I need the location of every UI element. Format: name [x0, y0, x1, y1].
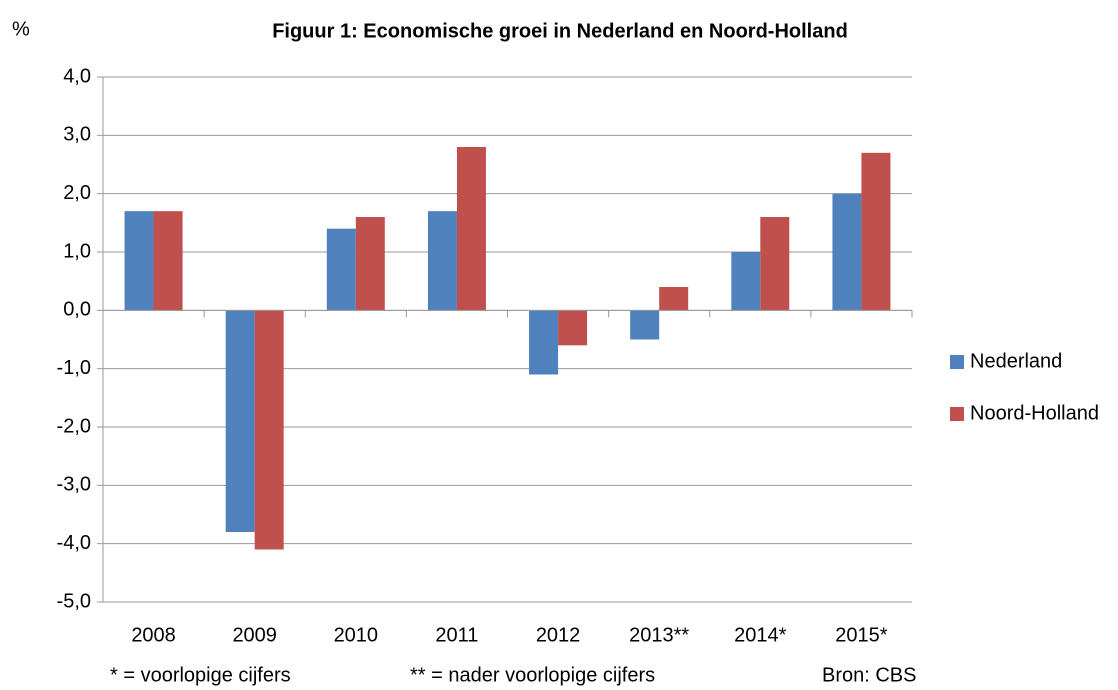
bar	[225, 310, 255, 532]
y-axis-label: %	[12, 18, 30, 40]
bar	[456, 147, 486, 311]
legend-swatch	[950, 407, 964, 421]
bar	[124, 211, 154, 311]
legend-label: Nederland	[970, 350, 1062, 372]
source: Bron: CBS	[822, 664, 916, 686]
y-tick-label: 0,0	[63, 299, 91, 321]
x-tick-label: 2008	[131, 624, 176, 646]
x-tick-label: 2013**	[629, 624, 689, 646]
bar	[558, 310, 588, 346]
bar	[427, 211, 457, 311]
y-tick-label: 4,0	[63, 65, 91, 87]
footnote: * = voorlopige cijfers	[110, 664, 291, 686]
chart-title: Figuur 1: Economische groei in Nederland…	[272, 20, 848, 42]
x-tick-label: 2011	[435, 624, 478, 646]
bar	[861, 152, 891, 311]
y-tick-label: -4,0	[57, 532, 91, 554]
bar	[153, 211, 183, 311]
bar	[254, 310, 284, 550]
x-tick-label: 2015*	[835, 624, 887, 646]
x-tick-label: 2014*	[734, 624, 786, 646]
y-tick-label: -2,0	[57, 415, 91, 437]
bar	[355, 217, 385, 311]
bar	[731, 252, 761, 311]
bar	[832, 193, 862, 311]
legend-label: Noord-Holland	[970, 402, 1099, 424]
legend-swatch	[950, 355, 964, 369]
x-tick-label: 2009	[232, 624, 277, 646]
y-tick-label: 2,0	[63, 182, 91, 204]
bar	[659, 287, 689, 311]
y-tick-label: -1,0	[57, 357, 91, 379]
x-tick-label: 2010	[334, 624, 379, 646]
bar	[529, 310, 559, 375]
bar	[630, 310, 660, 340]
bar	[326, 228, 356, 311]
footnote: ** = nader voorlopige cijfers	[410, 664, 655, 686]
y-tick-label: 1,0	[63, 240, 91, 262]
x-tick-label: 2012	[536, 624, 581, 646]
y-tick-label: -5,0	[57, 590, 91, 612]
y-tick-label: 3,0	[63, 124, 91, 146]
bar	[760, 217, 790, 311]
y-tick-label: -3,0	[57, 474, 91, 496]
